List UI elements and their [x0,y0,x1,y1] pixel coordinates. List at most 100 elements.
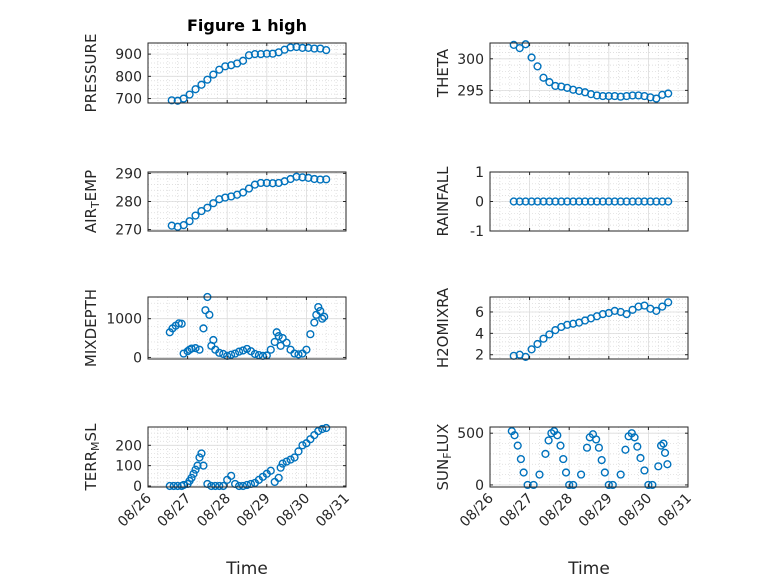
data-point [594,443,604,452]
data-point [559,454,568,464]
subplot-terr-msl: 0 100 200 TERRMSL 08/26 08/27 08/28 08/29 08/30 0… [82,423,353,530]
data-point [515,197,524,206]
y-axis-label: H2OMIXRA [434,287,452,368]
y-axis-label-part: EMP [82,170,100,201]
y-tick-label: 0 [133,479,142,495]
data-point [318,314,327,323]
data-point [298,43,307,52]
data-point [628,91,637,100]
x-tick-label: 08/26 [115,490,155,530]
data-point [292,42,301,52]
series-air-temp [167,172,331,231]
data-point [513,441,522,450]
data-point [290,349,299,358]
data-point [658,197,667,206]
y-axis-label-subscript: T [89,201,102,209]
axes-box [147,426,347,488]
data-point [191,344,200,353]
series-pressure [167,42,331,105]
data-point [197,206,206,216]
x-tick-label: 08/28 [194,491,234,531]
data-point [219,349,228,359]
data-point [292,172,301,181]
data-point [622,310,631,319]
y-axis-label: SUNFLUX [434,424,454,491]
data-point [592,91,602,100]
data-point [598,310,607,319]
x-axis-label-left: Time [225,559,268,579]
data-point [209,335,218,345]
data-point [244,184,254,193]
data-point [221,62,230,71]
data-point [616,197,625,206]
data-point [234,481,244,491]
y-tick-label: 295 [457,83,484,99]
data-point [529,480,538,490]
x-tick-label: 08/30 [273,491,313,531]
data-point [167,96,176,105]
data-point [304,43,313,52]
data-point [539,334,548,343]
data-point [189,469,198,478]
data-point [256,178,265,188]
data-point [544,436,553,445]
data-point [545,78,554,87]
axes-box [489,426,689,488]
data-point [201,306,210,315]
data-point [565,480,574,490]
subplot-mixdepth: 0 1000 MIXDEPTH [82,289,347,367]
data-point [179,221,188,230]
data-point [195,345,204,354]
data-point [658,302,667,311]
data-point [634,302,643,311]
data-point [664,298,673,307]
data-point [521,40,530,49]
data-point [187,344,196,353]
data-point [628,197,637,206]
data-point [515,43,524,53]
data-point [539,73,548,82]
x-tick-label: 08/27 [497,491,537,531]
data-point [652,306,661,315]
data-point [278,333,287,343]
axes-box [489,42,689,104]
data-point [199,461,208,470]
data-point [664,89,673,98]
data-point [644,480,653,490]
data-point [316,306,325,316]
data-point [592,435,601,444]
data-point [250,50,260,59]
data-point [227,350,236,359]
data-point [215,481,224,491]
data-point [610,306,619,315]
y-tick-label: 800 [115,69,142,85]
data-point [191,211,200,220]
axes-box [147,296,347,360]
y-axis-label: THETA [434,48,452,98]
data-point [274,332,283,341]
data-point [640,197,649,206]
data-point [541,449,550,458]
data-point [167,221,176,230]
data-point [314,426,323,436]
data-point [648,480,657,490]
data-point [310,174,319,184]
x-tick-label: 08/28 [536,491,576,531]
data-point [521,352,530,361]
data-point [191,85,200,94]
data-point [272,328,281,337]
y-tick-label: 1 [475,165,484,181]
y-axis-label-subscript: M [89,441,102,451]
data-point [616,92,625,101]
data-point [306,330,315,339]
data-point [533,62,542,71]
data-point [262,49,271,58]
x-tick-label: 08/31 [313,491,353,531]
data-point [242,480,252,490]
data-point [569,197,578,206]
y-tick-label: 100 [115,459,142,475]
data-point [523,480,532,490]
data-point [539,197,548,206]
y-axis-label-subscript: F [441,452,454,458]
